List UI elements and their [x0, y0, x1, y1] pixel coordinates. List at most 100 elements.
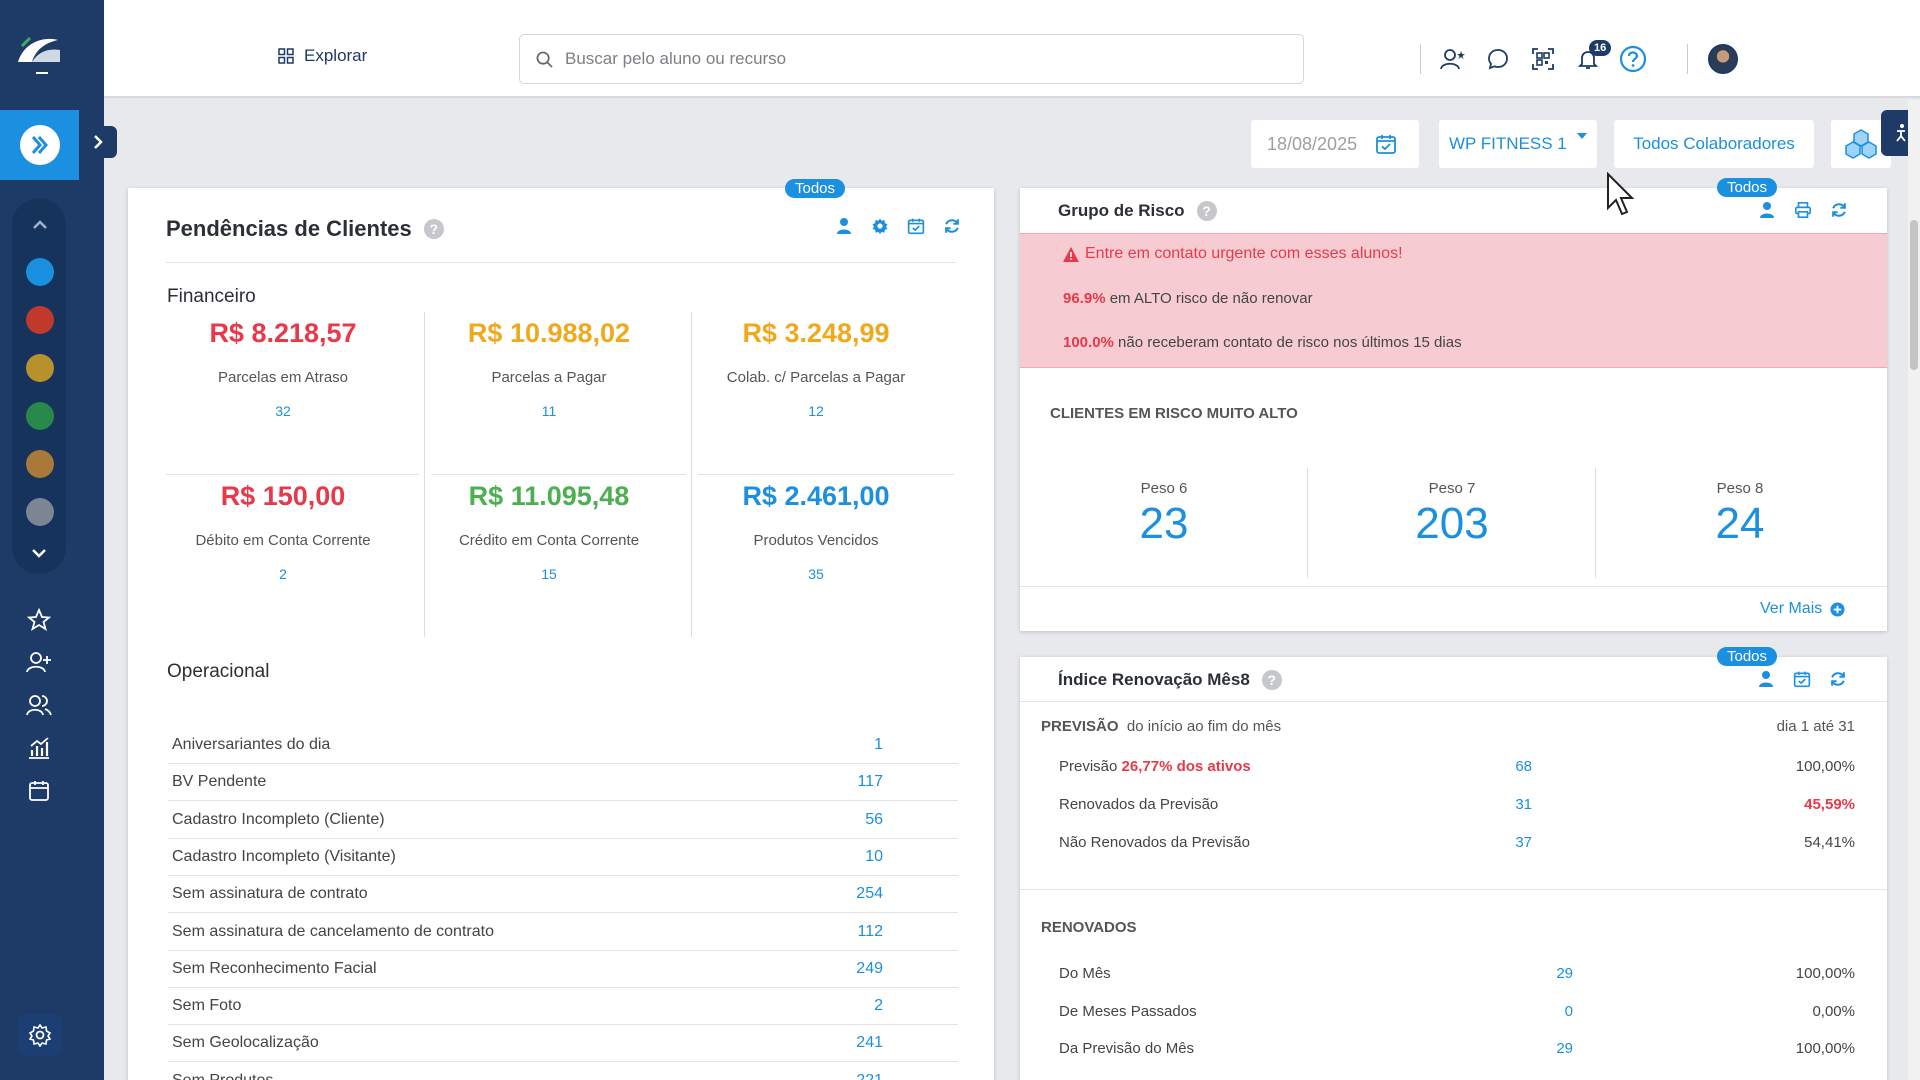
- list-item-count[interactable]: 112: [857, 922, 883, 940]
- financeiro-item[interactable]: R$ 150,00 Débito em Conta Corrente 2: [153, 481, 413, 582]
- list-item-count[interactable]: 10: [865, 847, 883, 865]
- person-filter-button[interactable]: [1757, 200, 1777, 220]
- person-filter-button[interactable]: [834, 216, 854, 236]
- list-item[interactable]: Sem Produtos221: [168, 1063, 958, 1080]
- unit-item-3[interactable]: [26, 354, 54, 382]
- help-icon[interactable]: ?: [1196, 201, 1217, 221]
- list-item[interactable]: Sem assinatura de cancelamento de contra…: [168, 914, 958, 951]
- list-item[interactable]: Sem assinatura de contrato 254: [168, 876, 958, 914]
- search-bar[interactable]: [519, 34, 1304, 84]
- help-icon[interactable]: ?: [423, 219, 444, 239]
- peso-value[interactable]: 23: [1139, 499, 1189, 548]
- calendar-card-button[interactable]: [1792, 669, 1812, 689]
- peso-item[interactable]: Peso 8 24: [1596, 480, 1884, 549]
- financeiro-item[interactable]: R$ 10.988,02 Parcelas a Pagar 11: [419, 318, 679, 419]
- add-client-nav[interactable]: [22, 645, 56, 679]
- list-item[interactable]: Sem Foto 2: [168, 988, 958, 1026]
- list-item[interactable]: Sem Geolocalização 241: [168, 1025, 958, 1063]
- financeiro-count[interactable]: 32: [275, 403, 291, 419]
- renovacao-title: Índice Renovação Mês8: [1058, 670, 1250, 689]
- financeiro-item[interactable]: R$ 2.461,00 Produtos Vencidos 35: [686, 481, 946, 582]
- financeiro-item[interactable]: R$ 3.248,99 Colab. c/ Parcelas a Pagar 12: [686, 318, 946, 419]
- unit-select[interactable]: WP FITNESS 1: [1439, 120, 1597, 168]
- notifications-button[interactable]: 16: [1573, 40, 1612, 74]
- ver-mais-link[interactable]: Ver Mais: [1760, 600, 1845, 618]
- row-count[interactable]: 29: [1556, 1040, 1573, 1057]
- financeiro-item[interactable]: R$ 8.218,57 Parcelas em Atraso 32: [153, 318, 413, 419]
- explorar-button[interactable]: Explorar: [278, 46, 367, 66]
- active-unit[interactable]: [0, 110, 79, 180]
- search-input[interactable]: [565, 49, 1265, 69]
- financeiro-count[interactable]: 12: [808, 403, 824, 419]
- chevron-down-icon[interactable]: [31, 548, 47, 558]
- peso-item[interactable]: Peso 6 23: [1020, 480, 1308, 549]
- page-scrollbar[interactable]: [1908, 100, 1920, 1080]
- help-icon[interactable]: ?: [1261, 670, 1282, 690]
- app-logo[interactable]: [0, 0, 80, 110]
- add-person-button[interactable]: [1438, 44, 1468, 74]
- settings-button[interactable]: [18, 1014, 62, 1056]
- list-item-count[interactable]: 117: [857, 773, 883, 791]
- list-item-count[interactable]: 254: [856, 885, 883, 903]
- unit-item-6[interactable]: [26, 498, 54, 526]
- peso-label: Peso 7: [1428, 480, 1476, 497]
- list-item-count[interactable]: 241: [856, 1034, 883, 1052]
- scrollbar-thumb[interactable]: [1910, 220, 1918, 370]
- row-pct: 100,00%: [1795, 1040, 1855, 1057]
- list-item-count[interactable]: 1: [874, 736, 883, 753]
- unit-item-5[interactable]: [26, 450, 54, 478]
- todos-badge[interactable]: Todos: [1717, 178, 1778, 197]
- financeiro-count[interactable]: 15: [541, 566, 557, 582]
- list-item[interactable]: BV Pendente 117: [168, 764, 958, 802]
- calendar-card-button[interactable]: [906, 216, 926, 236]
- peso-label: Peso 8: [1716, 480, 1764, 497]
- refresh-card-button[interactable]: [1828, 669, 1848, 689]
- card-actions: [1757, 200, 1849, 220]
- list-item-count[interactable]: 2: [874, 997, 883, 1015]
- avatar[interactable]: [1708, 44, 1738, 74]
- peso-item[interactable]: Peso 7 203: [1308, 480, 1596, 549]
- clients-nav[interactable]: [22, 688, 56, 722]
- print-button[interactable]: [1793, 200, 1813, 220]
- row-count[interactable]: 31: [1515, 796, 1532, 813]
- reports-nav[interactable]: [22, 731, 56, 765]
- refresh-card-button[interactable]: [1829, 200, 1849, 220]
- unit-item-4[interactable]: [26, 402, 54, 430]
- divider: [1420, 44, 1421, 74]
- chat-button[interactable]: [1483, 44, 1513, 74]
- financeiro-count[interactable]: 11: [541, 403, 557, 419]
- unit-item-1[interactable]: [26, 258, 54, 286]
- todos-badge[interactable]: Todos: [785, 179, 846, 198]
- unit-item-2[interactable]: [26, 306, 54, 334]
- refresh-card-button[interactable]: [942, 216, 962, 236]
- row-count[interactable]: 68: [1515, 758, 1532, 775]
- help-button[interactable]: [1618, 44, 1648, 74]
- date-filter[interactable]: 18/08/2025: [1251, 120, 1419, 168]
- collaborators-filter-button[interactable]: Todos Colaboradores: [1614, 120, 1814, 168]
- financeiro-count[interactable]: 2: [279, 566, 287, 582]
- settings-card-button[interactable]: [870, 216, 890, 236]
- peso-value[interactable]: 203: [1415, 499, 1489, 548]
- agenda-nav[interactable]: [22, 774, 56, 808]
- risco-title: Grupo de Risco: [1058, 201, 1185, 220]
- list-item-count[interactable]: 221: [758, 1072, 958, 1080]
- row-pct: 54,41%: [1804, 834, 1855, 851]
- person-filter-button[interactable]: [1756, 669, 1776, 689]
- chevron-up-icon[interactable]: [32, 220, 48, 230]
- peso-value[interactable]: 24: [1715, 499, 1765, 548]
- row-count[interactable]: 0: [1564, 1002, 1573, 1020]
- list-item[interactable]: Aniversariantes do dia 1: [168, 727, 958, 764]
- row-count[interactable]: 37: [1515, 834, 1532, 851]
- qrcode-button[interactable]: [1528, 44, 1558, 74]
- financeiro-count[interactable]: 35: [808, 566, 824, 582]
- list-item[interactable]: Sem Reconhecimento Facial 249: [168, 951, 958, 988]
- list-item-count[interactable]: 249: [856, 959, 883, 977]
- row-count[interactable]: 29: [1556, 965, 1573, 982]
- list-item[interactable]: Cadastro Incompleto (Visitante) 10: [168, 839, 958, 876]
- financeiro-item[interactable]: R$ 11.095,48 Crédito em Conta Corrente 15: [419, 481, 679, 582]
- list-item-count[interactable]: 56: [865, 810, 883, 828]
- todos-badge[interactable]: Todos: [1717, 647, 1778, 666]
- expand-sidebar-button[interactable]: [79, 126, 117, 158]
- list-item[interactable]: Cadastro Incompleto (Cliente) 56: [168, 802, 958, 839]
- favorites-nav[interactable]: [22, 603, 56, 637]
